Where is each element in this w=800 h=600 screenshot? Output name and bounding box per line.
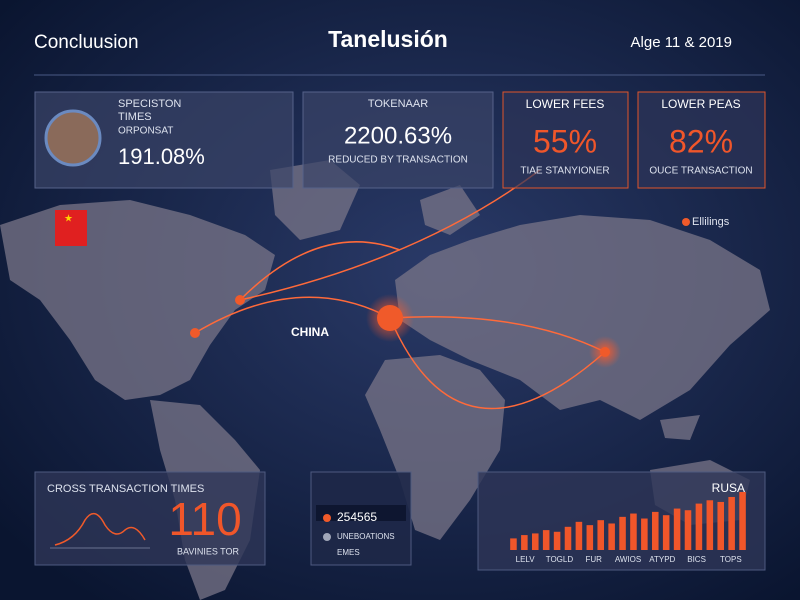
node xyxy=(377,305,403,331)
card-value: 55% xyxy=(533,123,597,159)
header-date: Alge 11 & 2019 xyxy=(631,34,732,51)
bar xyxy=(652,511,659,550)
bar xyxy=(575,521,583,550)
bar xyxy=(510,538,517,550)
bar xyxy=(630,513,637,550)
card-value: 82% xyxy=(669,123,733,159)
bar xyxy=(586,525,594,550)
card-value: 191.08% xyxy=(118,144,205,169)
axis-label: AWIOS xyxy=(615,555,641,564)
axis-label: ATYPD xyxy=(649,555,675,564)
flag xyxy=(55,210,87,246)
bar xyxy=(564,526,572,550)
node xyxy=(190,328,200,338)
bar xyxy=(608,523,615,550)
card-caption: OUCE TRANSACTION xyxy=(649,166,752,177)
card-subtitle: TIMES xyxy=(118,111,152,123)
axis-label: FUR xyxy=(585,555,602,564)
card: TOKENAAR 2200.63% REDUCED BY TRANSACTION xyxy=(302,91,494,189)
panel-title: RUSA xyxy=(712,481,745,495)
panel: 254565 UNEBOATIONS EMES xyxy=(310,471,412,566)
bar xyxy=(532,533,539,550)
node xyxy=(600,347,610,357)
card-value: 2200.63% xyxy=(344,122,452,149)
panel-title: CROSS TRANSACTION TIMES xyxy=(47,483,204,495)
bar xyxy=(706,500,714,550)
panel-footer: EMES xyxy=(337,548,360,557)
bar-panel: RUSA LELV TOGLD FUR AWIOS ATYPD BICS TOPS xyxy=(477,471,766,571)
card-label: ORPONSAT xyxy=(118,126,173,137)
panel-bg xyxy=(34,471,266,566)
legend-dot xyxy=(682,218,690,226)
dot xyxy=(323,514,331,522)
axis-label: TOGLD xyxy=(546,555,574,564)
header-left: Concluusion xyxy=(34,32,139,53)
dot xyxy=(323,533,331,541)
bar xyxy=(673,508,681,550)
card-caption: TIAE STANYIONER xyxy=(520,166,609,177)
bar xyxy=(521,535,528,550)
panel-item: UNEBOATIONS xyxy=(337,532,395,541)
card: LOWER FEES 55% TIAE STANYIONER xyxy=(502,91,629,189)
bar xyxy=(662,515,670,550)
axis-label: TOPS xyxy=(720,555,742,564)
card-title: LOWER FEES xyxy=(526,97,605,111)
bar xyxy=(717,501,724,550)
panel-value: 254565 xyxy=(337,510,377,524)
card-bg xyxy=(502,91,629,189)
card: LOWER PEAS 82% OUCE TRANSACTION xyxy=(637,91,766,189)
card-title: TOKENAAR xyxy=(368,98,428,110)
routes xyxy=(194,169,606,410)
card-bg xyxy=(637,91,766,189)
bar xyxy=(597,520,604,550)
map-label: CHINA xyxy=(291,325,329,339)
avatar xyxy=(44,109,102,167)
bar xyxy=(542,530,550,550)
bar xyxy=(641,518,648,550)
card: SPECISTON TIMES ORPONSAT 191.08% xyxy=(34,91,294,189)
row-bg xyxy=(316,505,406,521)
axis-label: BICS xyxy=(687,555,706,564)
flag-star: ★ xyxy=(64,214,73,225)
header-title: Tanelusión xyxy=(328,26,448,52)
panel-value: 110 xyxy=(168,493,241,545)
bar xyxy=(619,516,626,550)
bar xyxy=(739,492,746,550)
panel-caption: BAVINIES TOR xyxy=(177,546,240,556)
card-title: LOWER PEAS xyxy=(661,97,740,111)
card-caption: REDUCED BY TRANSACTION xyxy=(328,155,468,166)
bar xyxy=(553,531,561,550)
bar xyxy=(684,510,692,550)
bar xyxy=(728,496,735,550)
axis-label: LELV xyxy=(516,555,536,564)
bar xyxy=(695,503,703,550)
card-bg xyxy=(34,91,294,189)
sparkline xyxy=(54,512,146,546)
card-bg xyxy=(302,91,494,189)
card-title: SPECISTON xyxy=(118,98,181,110)
panel: CROSS TRANSACTION TIMES 110 BAVINIES TOR xyxy=(34,471,266,566)
map-legend: Ellilings xyxy=(692,216,730,228)
node xyxy=(235,295,245,305)
